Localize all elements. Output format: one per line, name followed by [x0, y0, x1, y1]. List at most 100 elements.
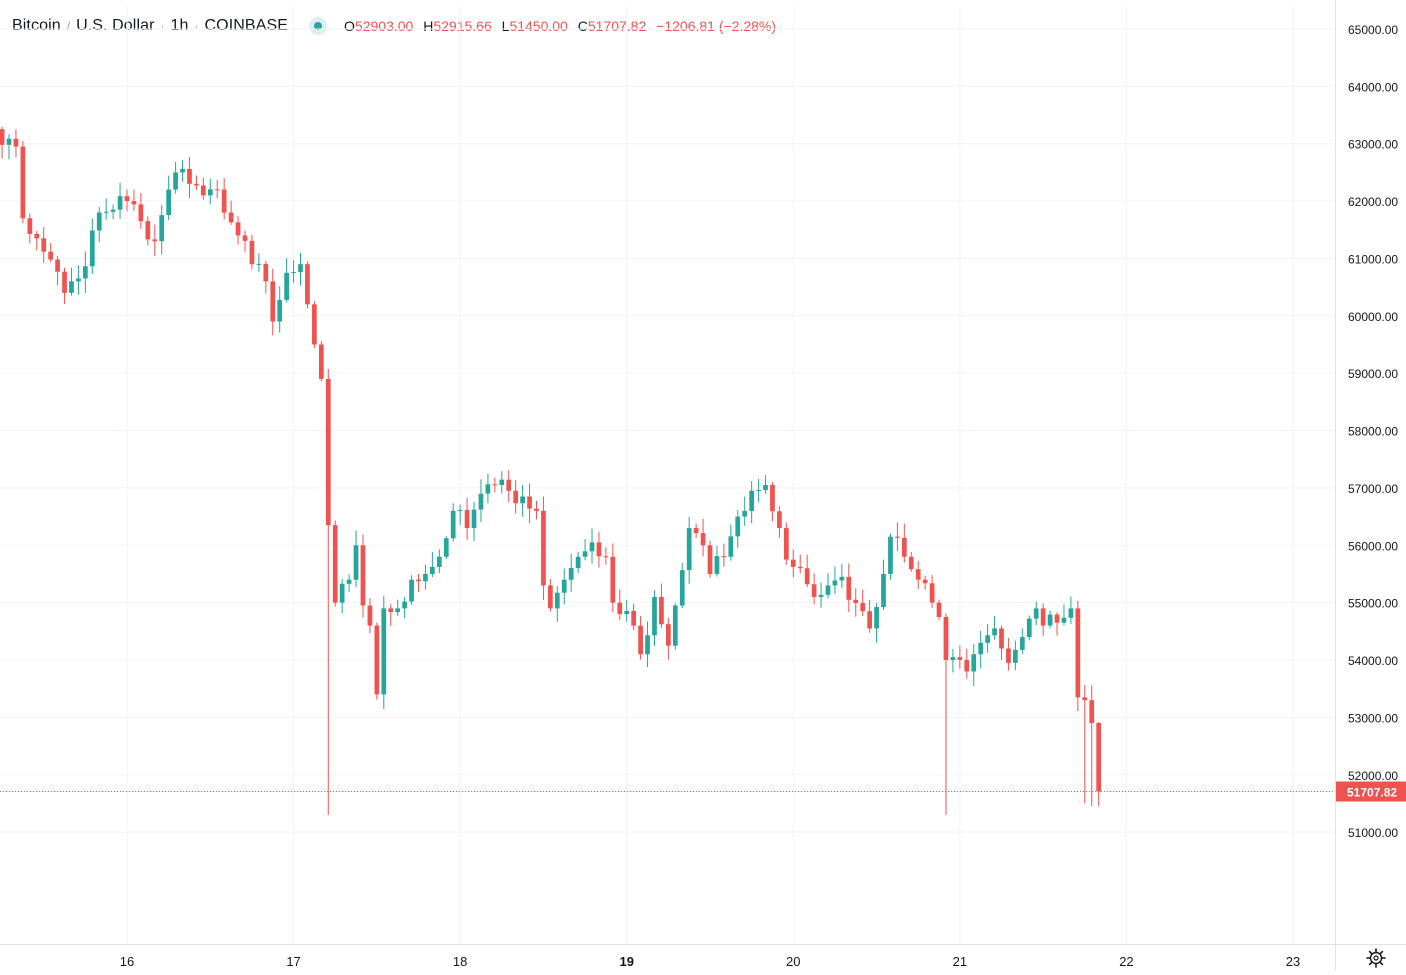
- candle-body-up: [159, 215, 165, 242]
- candle-body-up: [1033, 608, 1039, 619]
- candle-body-down: [901, 537, 907, 557]
- title-separator-slash: /: [66, 19, 71, 33]
- candle-body-up: [992, 628, 997, 636]
- candle-body-down: [214, 189, 220, 191]
- candle-body-up: [457, 509, 463, 511]
- candle-body-down: [638, 625, 643, 655]
- candle-body-down: [610, 556, 616, 603]
- candle-body-down: [693, 528, 699, 534]
- candle-body-down: [367, 605, 373, 626]
- candle-body-up: [256, 263, 262, 265]
- candle-body-down: [34, 233, 40, 239]
- candle-body-up: [1013, 649, 1018, 663]
- price-tick-label: 63000.00: [1348, 138, 1398, 152]
- candle-body-up: [471, 509, 477, 529]
- change-value: −1206.81 (−2.28%): [656, 18, 777, 34]
- candle-body-down: [617, 602, 623, 615]
- candle-body-down: [860, 603, 866, 612]
- chart-legend: Bitcoin / U.S. Dollar · 1h · COINBASE O 5…: [0, 0, 1335, 52]
- candle-body-down: [783, 528, 789, 560]
- candle-body-up: [624, 610, 630, 615]
- candle-body-down: [534, 508, 539, 511]
- candle-body-down: [20, 146, 26, 219]
- title-separator-dot-2: ·: [194, 19, 199, 33]
- candle-body-down: [957, 657, 963, 661]
- price-tick-label: 62000.00: [1348, 195, 1398, 209]
- candle-body-up: [499, 479, 505, 486]
- high-value: 52915.66: [433, 18, 492, 34]
- candle-body-up: [1068, 608, 1074, 618]
- candle-body-down: [228, 212, 234, 223]
- candle-body-up: [575, 556, 581, 569]
- candle-body-up: [749, 490, 755, 511]
- candle-body-up: [645, 635, 650, 655]
- low-label: L: [501, 18, 510, 34]
- price-tick-label: 59000.00: [1348, 367, 1398, 381]
- candle-body-up: [485, 484, 491, 494]
- gear-icon[interactable]: [1364, 946, 1388, 970]
- candle-body-up: [832, 580, 838, 586]
- candle-body-down: [527, 496, 532, 509]
- candle-body-up: [103, 211, 109, 213]
- title-separator-dot-1: ·: [160, 19, 165, 33]
- time-tick-label: 21: [953, 954, 967, 969]
- candle-body-up: [166, 189, 172, 216]
- close-label: C: [577, 18, 588, 34]
- symbol-name[interactable]: Bitcoin: [12, 17, 61, 34]
- candle-body-up: [96, 212, 102, 231]
- candle-body-down: [1089, 700, 1095, 724]
- time-axis: 16 17 18 19 20 21 22 23: [0, 944, 1406, 969]
- candle-body-down: [145, 221, 151, 240]
- candle-body-down: [867, 611, 872, 629]
- candle-body-up: [686, 528, 692, 571]
- candle-body-down: [1006, 648, 1011, 663]
- candle-body-down: [48, 251, 54, 260]
- candle-body-up: [874, 607, 879, 629]
- candle-body-up: [346, 579, 352, 584]
- candle-body-up: [430, 566, 435, 574]
- candle-body-down: [707, 545, 713, 574]
- candle-body-up: [443, 538, 449, 557]
- candle-body-up: [423, 573, 428, 582]
- candle-body-down: [846, 576, 852, 600]
- candle-body-down: [138, 204, 144, 222]
- candle-body-down: [1040, 608, 1046, 626]
- candle-body-up: [763, 485, 768, 490]
- candle-body-down: [13, 138, 19, 147]
- candle-body-up: [672, 605, 678, 646]
- candle-body-down: [318, 344, 324, 379]
- high-label: H: [423, 18, 434, 34]
- candle-body-up: [742, 510, 748, 517]
- candle-body-up: [277, 299, 283, 322]
- candle-body-up: [561, 579, 567, 593]
- price-tick-label: 56000.00: [1348, 539, 1398, 553]
- symbol-quote[interactable]: U.S. Dollar: [76, 17, 155, 34]
- candle-body-down: [631, 610, 637, 626]
- candle-body-up: [180, 168, 185, 173]
- price-tick-label: 60000.00: [1348, 310, 1398, 324]
- candle-body-down: [464, 509, 470, 529]
- candle-body-down: [416, 579, 421, 582]
- candle-body-down: [853, 599, 859, 604]
- candle-body-up: [478, 493, 484, 510]
- candle-body-down: [1054, 614, 1060, 623]
- candle-body-down: [964, 660, 970, 672]
- open-label: O: [344, 18, 355, 34]
- candle-body-down: [929, 583, 935, 603]
- candle-body-down: [603, 556, 609, 558]
- time-tick-label: 22: [1119, 954, 1133, 969]
- candle-body-up: [568, 568, 574, 580]
- candle-body-up: [714, 556, 720, 574]
- last-price-label: 51707.82: [1347, 786, 1397, 800]
- candle-body-up: [1019, 637, 1025, 650]
- exchange-label[interactable]: COINBASE: [204, 17, 289, 34]
- price-tick-label: 58000.00: [1348, 425, 1398, 439]
- candle-body-up: [582, 551, 588, 557]
- candle-body-down: [270, 281, 276, 322]
- candle-body-down: [0, 129, 5, 145]
- candle-body-down: [41, 238, 47, 252]
- candle-body-down: [936, 602, 942, 617]
- time-tick-label: 20: [786, 954, 800, 969]
- interval-label[interactable]: 1h: [170, 17, 189, 34]
